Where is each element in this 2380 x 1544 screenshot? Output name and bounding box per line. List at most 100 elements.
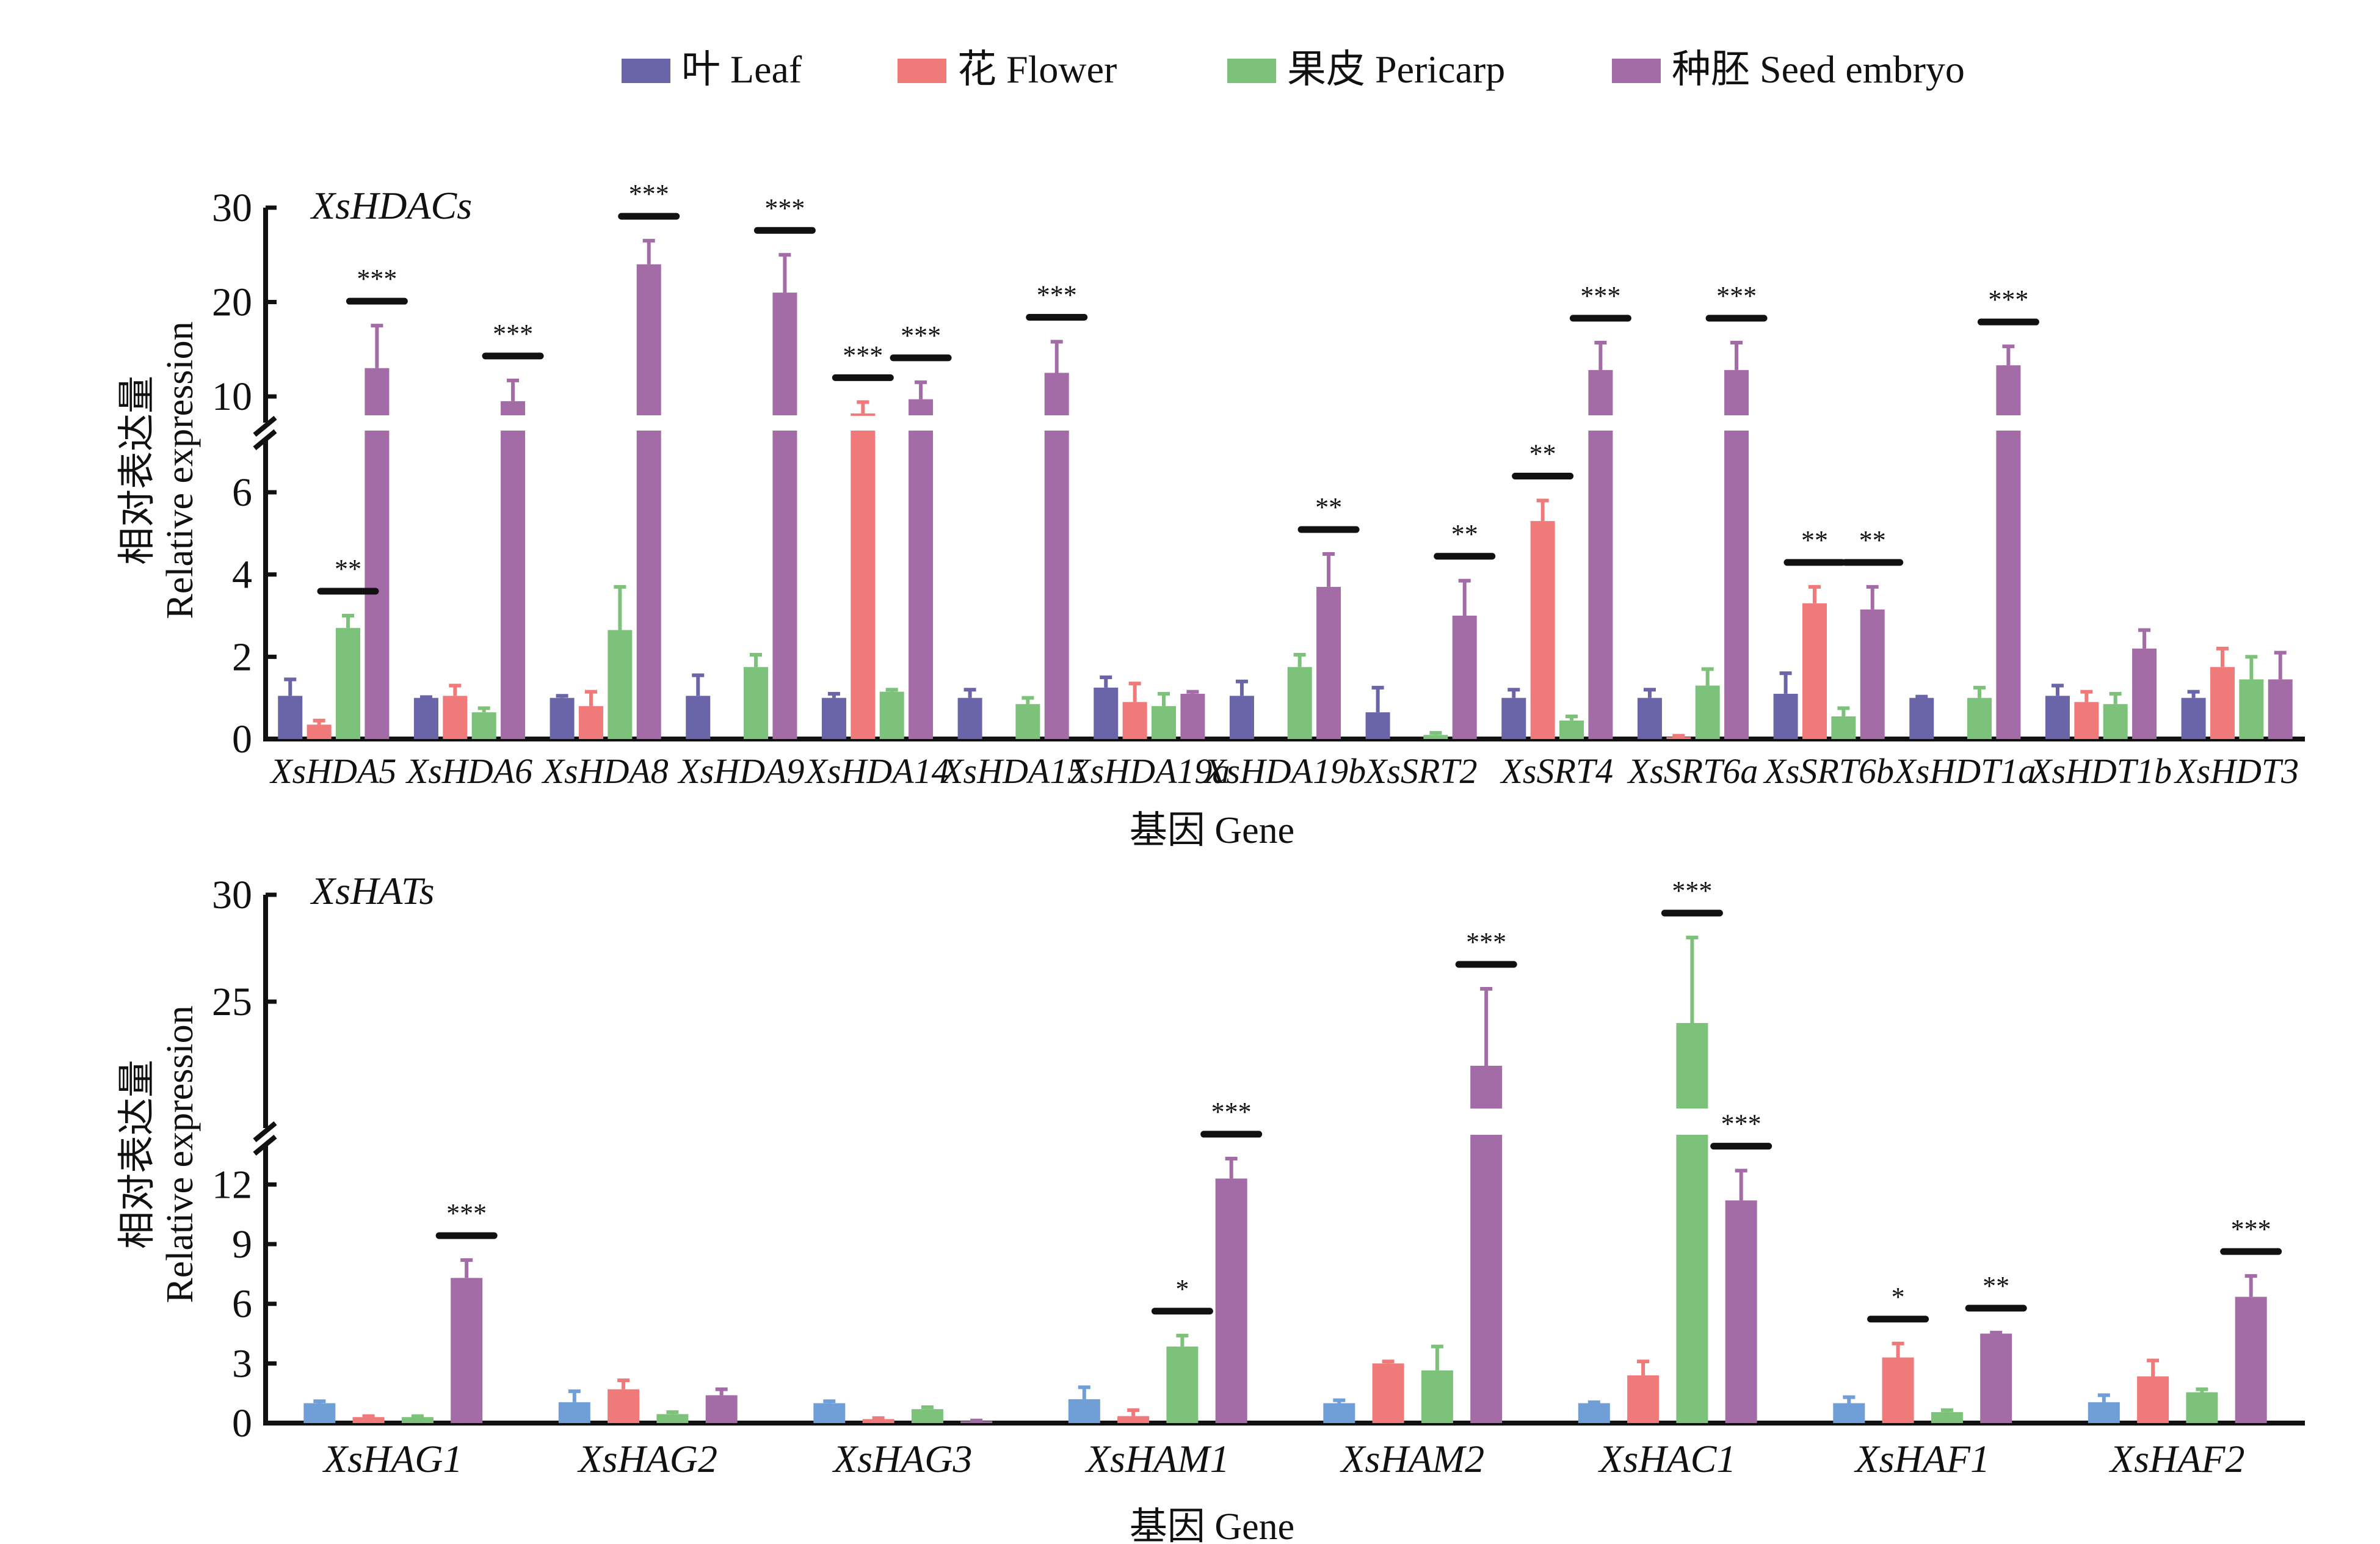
significance-marker: ** (317, 554, 379, 595)
y-tick-label: 0 (232, 1401, 252, 1446)
bar-leaf (2088, 1402, 2120, 1423)
bar-seed (1452, 616, 1477, 739)
significance-label: *** (1988, 285, 2028, 315)
legend-label-flower: 花 Flower (957, 48, 1117, 91)
legend-swatch-leaf (622, 59, 670, 83)
bar-flower (608, 1389, 640, 1423)
bar-seed-upper (501, 401, 526, 415)
significance-label: *** (764, 193, 805, 223)
bar-group-xssrt4 (1501, 341, 1613, 739)
bar-group-xshaf2 (2088, 1274, 2267, 1423)
legend-label-pericarp: 果皮 Pericarp (1287, 48, 1505, 91)
bar-pericarp (1967, 697, 1992, 739)
bar-pericarp-upper (1676, 1023, 1708, 1109)
significance-label: *** (1466, 927, 1506, 957)
x-tick-label: XsHAG2 (576, 1437, 717, 1480)
bar-flower (1882, 1357, 1914, 1423)
significance-marker: *** (1026, 280, 1088, 321)
significance-label: ** (1859, 525, 1886, 555)
x-tick-label: XsSRT6a (1627, 751, 1758, 791)
bar-group-xshda19b (1229, 552, 1341, 739)
bar-group-xshdt1b (2045, 628, 2157, 739)
bar-seed-upper (909, 399, 934, 415)
x-tick-label: XsHAM2 (1339, 1437, 1484, 1480)
bar-seed-upper (636, 264, 661, 415)
bar-leaf (1773, 693, 1798, 739)
legend-item-pericarp: 果皮 Pericarp (1227, 48, 1505, 91)
bar-flower (352, 1417, 385, 1423)
bar-pericarp (608, 630, 633, 739)
bar-flower (2137, 1376, 2169, 1423)
x-tick-label: XsHDA8 (542, 751, 669, 791)
significance-marker: ** (1783, 525, 1846, 566)
significance-label: *** (446, 1198, 487, 1228)
significance-marker: ** (1512, 439, 1574, 479)
bar-seed (1860, 609, 1885, 739)
significance-marker: ** (1434, 519, 1496, 560)
bar-group-xshag2 (558, 1378, 738, 1423)
bar-seed (705, 1395, 738, 1423)
bar-group-xshda5 (278, 324, 390, 739)
bar-seed (1724, 431, 1749, 739)
y-tick-label: 6 (232, 470, 252, 515)
y-tick-label: 9 (232, 1222, 252, 1267)
bar-seed (1980, 1333, 2012, 1423)
bar-seed-upper (1996, 365, 2021, 415)
y-axis-title-en: Relative expression (159, 321, 201, 619)
bar-leaf (303, 1403, 336, 1423)
legend-swatch-pericarp (1227, 59, 1276, 83)
x-axis-title: 基因 Gene (1130, 810, 1294, 851)
bar-flower-upper (851, 413, 876, 416)
x-tick-label: XsHAF2 (2108, 1437, 2244, 1480)
bar-pericarp (336, 628, 361, 739)
significance-marker: * (1151, 1274, 1213, 1315)
bar-pericarp (879, 691, 904, 739)
significance-marker: *** (435, 1198, 498, 1239)
y-tick-label: 30 (212, 873, 252, 917)
bar-flower (851, 431, 876, 739)
significance-marker: *** (482, 319, 544, 360)
bar-flower (1530, 521, 1555, 739)
bar-seed-upper (772, 293, 797, 415)
bar-pericarp (1931, 1412, 1963, 1423)
bar-seed (2235, 1297, 2267, 1423)
bar-pericarp (1015, 704, 1040, 739)
significance-marker: *** (1977, 285, 2039, 326)
significance-marker: *** (1200, 1097, 1263, 1138)
bar-flower (1372, 1363, 1404, 1423)
significance-label: ** (1451, 519, 1478, 549)
bar-pericarp (1423, 735, 1448, 739)
bar-group-xssrt6b (1773, 584, 1885, 739)
bar-flower (578, 706, 603, 739)
axis-break-mark (253, 429, 277, 451)
panel-title: XsHDACs (310, 184, 472, 227)
bar-pericarp (401, 1417, 434, 1423)
x-tick-label: XsHAG1 (322, 1437, 463, 1480)
bar-flower (1802, 603, 1827, 739)
bar-seed (2268, 679, 2293, 739)
bar-leaf (1229, 696, 1254, 739)
bar-pericarp (1152, 706, 1177, 739)
bar-flower (2210, 667, 2235, 739)
bar-leaf (413, 697, 438, 739)
significance-marker: *** (618, 179, 680, 220)
significance-label: ** (1983, 1271, 2009, 1301)
bar-pericarp (1676, 1135, 1708, 1423)
x-tick-label: XsSRT4 (1500, 751, 1613, 791)
bar-leaf (558, 1402, 590, 1423)
bar-seed (1044, 431, 1069, 739)
significance-marker: * (1867, 1282, 1929, 1323)
bar-pericarp (744, 667, 769, 739)
bar-group-xsham2 (1323, 987, 1503, 1423)
bar-group-xshag1 (303, 1258, 483, 1423)
bar-leaf (1068, 1399, 1100, 1423)
bar-group-xsham1 (1068, 1157, 1247, 1423)
bar-flower (1122, 702, 1147, 739)
bar-seed (1316, 586, 1341, 739)
bar-leaf (1578, 1403, 1610, 1423)
significance-label: *** (1580, 281, 1620, 311)
significance-label: *** (2231, 1214, 2271, 1244)
significance-marker: *** (753, 193, 816, 234)
y-tick-label: 6 (232, 1282, 252, 1327)
x-tick-label: XsHDA14 (804, 751, 949, 791)
